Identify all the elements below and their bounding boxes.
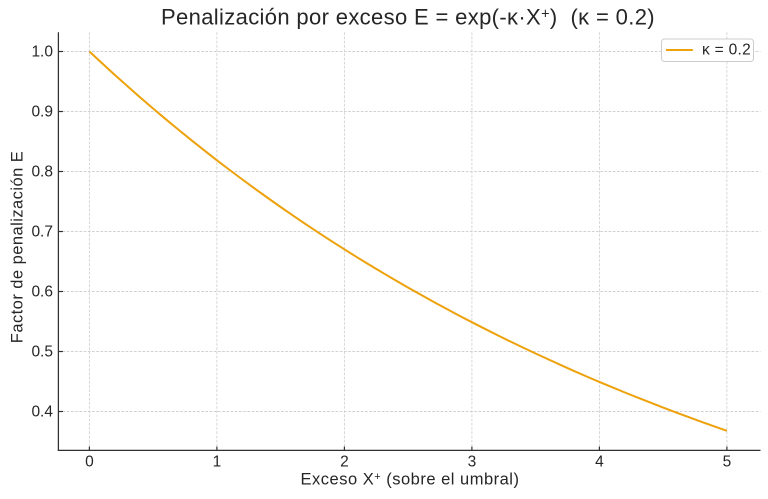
svg-text:0: 0 xyxy=(85,454,94,471)
svg-text:0.7: 0.7 xyxy=(31,224,53,241)
svg-text:κ = 0.2: κ = 0.2 xyxy=(702,42,751,59)
svg-text:1.0: 1.0 xyxy=(31,44,53,61)
svg-text:3: 3 xyxy=(468,454,477,471)
svg-text:4: 4 xyxy=(595,454,604,471)
svg-text:5: 5 xyxy=(723,454,732,471)
svg-text:0.8: 0.8 xyxy=(31,164,53,181)
svg-text:Factor de penalización E: Factor de penalización E xyxy=(9,151,27,343)
svg-text:0.5: 0.5 xyxy=(31,344,53,361)
svg-text:Penalización por exceso E = ex: Penalización por exceso E = exp(-κ·X+) (… xyxy=(161,5,655,30)
svg-text:Exceso X+ (sobre el umbral): Exceso X+ (sobre el umbral) xyxy=(301,471,520,489)
svg-text:1: 1 xyxy=(213,454,222,471)
svg-text:0.9: 0.9 xyxy=(31,104,53,121)
svg-text:0.6: 0.6 xyxy=(31,284,53,301)
svg-text:2: 2 xyxy=(340,454,349,471)
svg-text:0.4: 0.4 xyxy=(31,404,53,421)
